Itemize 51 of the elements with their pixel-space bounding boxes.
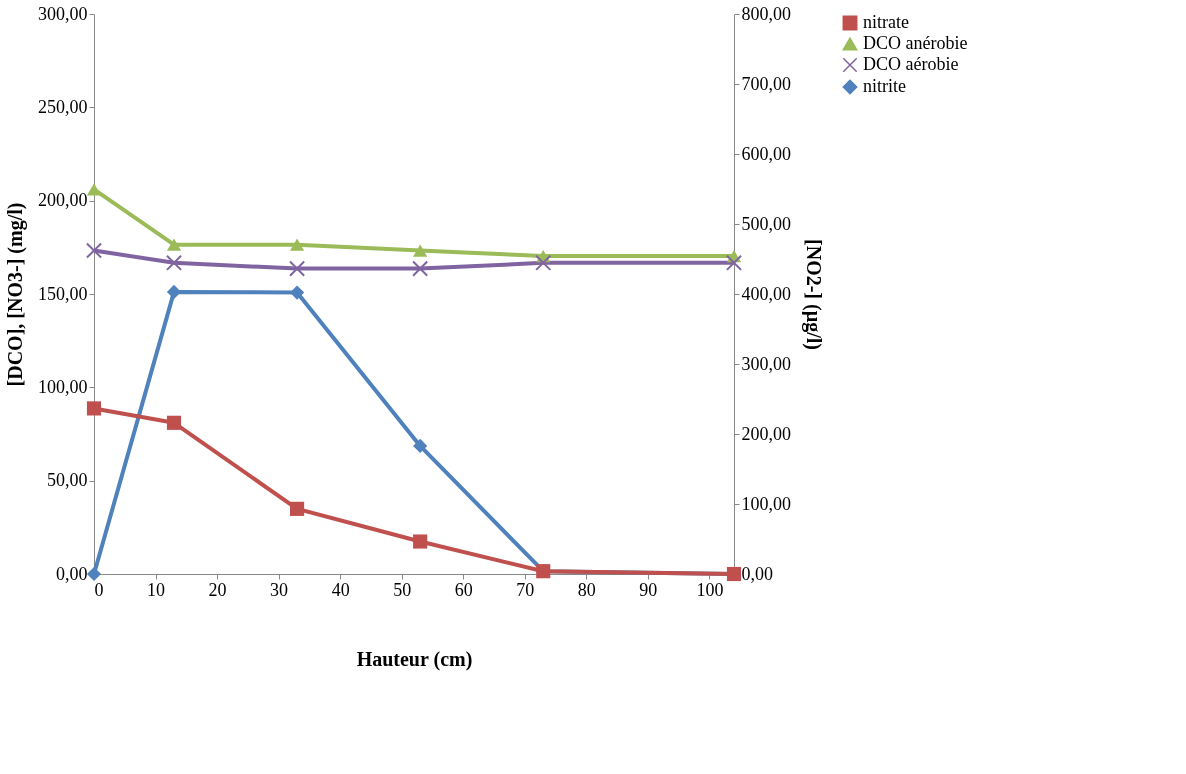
y2-axis-title: [NO2-] (µg/l) [802, 239, 825, 350]
y2-tick-label: 500,00 [741, 213, 791, 234]
y-tick-label: 200,00 [38, 190, 88, 211]
point [166, 415, 182, 430]
x-tick-label: 70 [516, 579, 535, 600]
x-tick-label: 30 [270, 579, 289, 600]
point [290, 285, 305, 300]
point [413, 534, 428, 549]
y2-tick-label: 0,00 [741, 563, 773, 584]
y-axis-title: [DCO], [NO3-] (mg/l) [4, 202, 27, 387]
x-tick-label: 10 [147, 579, 166, 600]
point [289, 260, 306, 277]
y-tick-label: 250,00 [38, 96, 88, 117]
y-tick-label: 300,00 [38, 3, 88, 24]
y2-tick-label: 700,00 [741, 73, 791, 94]
x-tick-label: 90 [639, 579, 658, 600]
y2-tick-label: 100,00 [741, 493, 791, 514]
legend-label: nitrate [863, 12, 909, 32]
y2-tick-label: 200,00 [741, 423, 791, 444]
x-tick-label: 20 [208, 579, 227, 600]
point [290, 238, 305, 251]
y2-tick-label: 300,00 [741, 353, 791, 374]
legend-label: DCO anérobie [863, 33, 968, 53]
point [412, 260, 429, 277]
legend-label: DCO aérobie [863, 54, 959, 74]
x-tick-label: 40 [331, 579, 350, 600]
point [413, 244, 428, 257]
x-tick-label: 0 [94, 579, 104, 600]
x-tick-label: 80 [577, 579, 596, 600]
x-tick-label: 50 [393, 579, 412, 600]
x-tick-label: 60 [454, 579, 473, 600]
legend-label: nitrite [863, 76, 906, 96]
point [165, 254, 183, 271]
x-tick-label: 100 [696, 579, 724, 600]
point [86, 183, 102, 196]
y-tick-label: 100,00 [38, 376, 88, 397]
point [725, 254, 743, 271]
point [86, 566, 102, 582]
y2-tick-label: 400,00 [741, 283, 791, 304]
point [413, 438, 428, 453]
point [535, 254, 552, 271]
point [290, 501, 305, 516]
x-axis-title: Hauteur (cm) [356, 647, 473, 671]
y2-tick-label: 800,00 [741, 3, 791, 24]
point [86, 401, 102, 416]
point [85, 242, 103, 259]
y-tick-label: 150,00 [38, 283, 88, 304]
point [166, 238, 182, 251]
y-tick-label: 0,00 [56, 563, 88, 584]
y-tick-label: 50,00 [47, 470, 88, 491]
y2-tick-label: 600,00 [741, 143, 791, 164]
